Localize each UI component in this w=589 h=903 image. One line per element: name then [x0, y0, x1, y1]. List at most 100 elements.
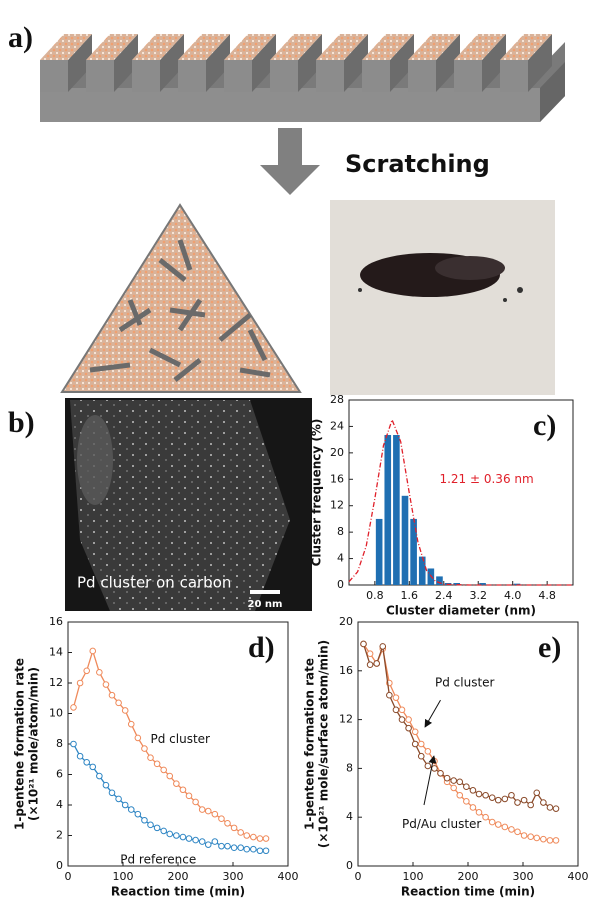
point — [90, 764, 96, 770]
point — [167, 831, 173, 837]
x-axis-label: Reaction time (min) — [111, 885, 245, 899]
point — [495, 822, 501, 828]
flake-illustration — [62, 205, 300, 392]
arrow — [260, 128, 320, 195]
point — [135, 811, 141, 817]
point — [212, 839, 218, 845]
point — [103, 782, 109, 788]
point — [238, 830, 244, 836]
point — [77, 753, 83, 759]
y-tick-label: 20 — [330, 446, 344, 459]
point — [244, 833, 250, 839]
point — [476, 791, 482, 797]
point — [135, 735, 141, 741]
y-tick-label: 0 — [337, 578, 344, 591]
y-tick-label: 6 — [56, 768, 63, 781]
point — [263, 848, 269, 854]
point — [257, 848, 263, 854]
panel-label: b) — [8, 406, 35, 439]
point — [432, 766, 438, 772]
image-caption: Pd cluster on carbon — [77, 574, 231, 592]
point — [374, 661, 380, 667]
bar — [402, 496, 409, 585]
x-tick-label: 1.6 — [401, 589, 419, 602]
step-label: Scratching — [345, 150, 490, 178]
point — [509, 792, 515, 798]
point — [116, 700, 122, 706]
y-tick-label: 8 — [337, 525, 344, 538]
point — [457, 779, 463, 785]
y-tick-label: 10 — [49, 707, 63, 720]
point — [122, 708, 128, 714]
point — [547, 838, 553, 844]
point — [438, 770, 444, 776]
y-tick-label: 8 — [346, 761, 353, 774]
point — [515, 829, 521, 835]
point — [361, 641, 367, 647]
point — [225, 843, 231, 849]
point — [199, 839, 205, 845]
scale-bar-label: 20 nm — [248, 599, 283, 610]
point — [142, 746, 148, 752]
point — [90, 648, 96, 654]
y-tick-label: 4 — [56, 798, 63, 811]
x-tick-label: 0.8 — [366, 589, 384, 602]
point — [186, 793, 192, 799]
point — [547, 805, 553, 811]
bar — [384, 435, 391, 585]
y-tick-label: 4 — [337, 552, 344, 565]
point — [451, 785, 457, 791]
x-tick-label: 400 — [568, 870, 589, 883]
point — [109, 790, 115, 796]
point — [528, 802, 534, 808]
point — [464, 784, 470, 790]
point — [193, 799, 199, 805]
point — [495, 797, 501, 803]
point — [219, 816, 225, 822]
point — [387, 692, 393, 698]
x-tick-label: 300 — [223, 870, 244, 883]
figure: a) Scratching b) Pd cluster on carbon 20… — [0, 0, 589, 903]
bar — [436, 576, 443, 585]
point — [412, 741, 418, 747]
point — [71, 741, 77, 747]
point — [406, 717, 412, 723]
point — [180, 834, 186, 840]
point — [418, 753, 424, 759]
point — [412, 729, 418, 735]
y-tick-label: 0 — [56, 859, 63, 872]
point — [444, 775, 450, 781]
label-arrow — [425, 700, 440, 727]
series-label: Pd reference — [120, 852, 196, 866]
y-tick-label: 16 — [339, 664, 353, 677]
point — [406, 725, 412, 731]
y-tick-label: 12 — [49, 676, 63, 689]
x-tick-label: 200 — [168, 870, 189, 883]
point — [489, 795, 495, 801]
point — [71, 705, 77, 711]
x-axis-label: Reaction time (min) — [401, 885, 535, 899]
point — [515, 800, 521, 806]
photo — [330, 200, 555, 395]
point — [553, 806, 559, 812]
point — [161, 767, 167, 773]
point — [509, 827, 515, 833]
point — [205, 842, 211, 848]
x-tick-label: 4.0 — [504, 589, 522, 602]
point — [476, 810, 482, 816]
x-tick-label: 300 — [513, 870, 534, 883]
series-label: Pd cluster — [151, 732, 211, 746]
point — [251, 834, 257, 840]
point — [483, 792, 489, 798]
point — [399, 707, 405, 713]
point — [180, 787, 186, 793]
point — [451, 778, 457, 784]
point — [142, 817, 148, 823]
fit-curve — [349, 420, 573, 585]
point — [84, 760, 90, 766]
point — [502, 796, 508, 802]
point — [251, 846, 257, 852]
x-tick-label: 0 — [355, 870, 362, 883]
point — [502, 824, 508, 830]
point — [84, 668, 90, 674]
